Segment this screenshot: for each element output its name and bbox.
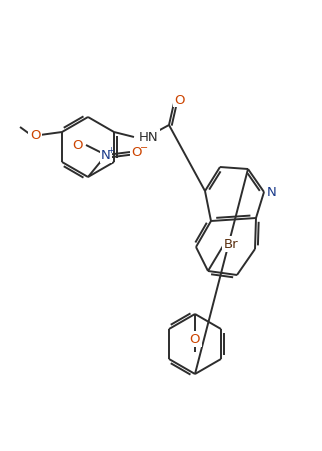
- Text: O: O: [190, 333, 200, 346]
- Text: O: O: [132, 146, 142, 159]
- Text: +: +: [108, 146, 114, 155]
- Text: −: −: [140, 143, 148, 152]
- Text: Br: Br: [224, 238, 238, 251]
- Text: HN: HN: [139, 131, 159, 144]
- Text: N: N: [101, 149, 111, 162]
- Text: O: O: [73, 139, 83, 152]
- Text: O: O: [30, 129, 40, 142]
- Text: O: O: [175, 93, 185, 106]
- Text: N: N: [267, 186, 277, 199]
